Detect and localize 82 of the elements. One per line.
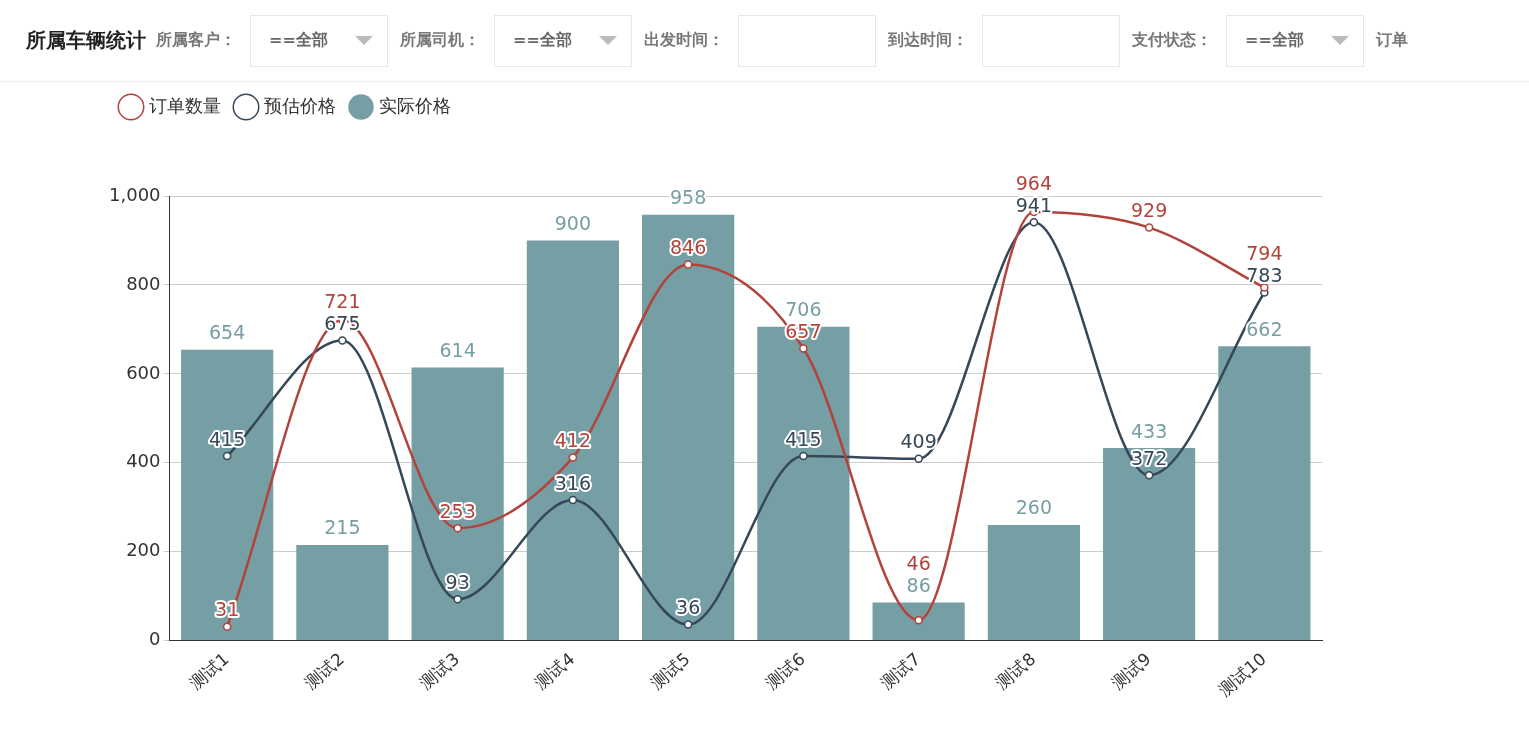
point [683,260,693,269]
x-tick-label: 测试3 [415,648,464,693]
point [568,495,578,505]
x-tick-label: 测试6 [761,648,809,693]
bar [1103,448,1196,641]
y-tick-label: 200 [126,539,161,561]
data-label: 46 [906,551,931,574]
x-tick-label: 测试5 [646,648,694,693]
data-label: 964 [1015,171,1053,194]
point [1029,217,1039,227]
text: 出发时间： [644,30,724,51]
data-label: 215 [324,516,361,539]
point [1144,223,1154,232]
text: 所属客户： [156,30,236,51]
data-label: 253 [439,499,476,522]
point [453,523,462,533]
point [799,451,808,461]
legend-label: 订单数量 [149,94,221,116]
data-label: 614 [439,339,476,362]
bar [411,367,504,641]
legend-label: 实际价格 [379,94,451,116]
bar [987,525,1080,641]
point [453,595,462,604]
data-label: 316 [554,471,592,494]
point [338,336,347,345]
data-label: 783 [1246,263,1283,286]
y-tick-label: 600 [126,361,161,383]
x-tick-label: 测试7 [876,648,925,693]
text: 所属司机： [400,30,480,51]
data-label: 415 [209,427,246,450]
data-label: 900 [554,211,592,234]
point [1260,283,1269,292]
data-label: 958 [670,186,707,209]
data-label: 415 [785,427,822,450]
data-label: 36 [676,596,701,619]
data-label: 372 [1131,446,1168,469]
data-label: 409 [900,430,937,453]
x-tick-label: 测试1 [185,648,233,693]
data-label: 846 [670,235,707,258]
bar [526,240,619,641]
point [683,620,693,629]
point [914,454,923,464]
x-tick-label: 测试4 [531,648,579,693]
point [799,344,808,353]
x-tick-label: 测试8 [992,648,1040,693]
y-tick-label: 400 [126,450,161,472]
text: 到达时间： [888,30,968,51]
data-label: 86 [906,573,931,596]
legend-label: 预估价格 [264,94,336,116]
point [222,622,232,632]
data-label: 706 [785,298,822,321]
x-tick-label: 测试2 [300,648,348,693]
data-label: 929 [1131,199,1168,222]
text: ==全部 [1245,30,1304,51]
text: ==全部 [269,30,328,51]
y-tick-label: 800 [126,272,161,294]
bar [296,545,389,641]
data-label: 941 [1015,193,1053,216]
point [1144,470,1154,480]
bar [872,602,965,641]
bar [757,326,850,641]
bar [642,214,735,641]
text: ==全部 [513,30,572,51]
bar [1218,346,1311,641]
y-tick-label: 1,000 [109,183,161,205]
data-label: 662 [1246,317,1283,340]
x-tick-label: 测试10 [1214,648,1270,700]
point [568,453,578,462]
data-label: 654 [209,321,246,344]
text: 订单 [1376,30,1408,51]
data-label: 721 [324,289,361,312]
chart-title: 所属车辆统计 [26,27,146,54]
data-label: 260 [1015,496,1053,519]
x-tick-label: 测试9 [1107,648,1155,693]
point [222,451,232,461]
data-label: 794 [1246,241,1283,264]
data-label: 93 [445,570,470,593]
bar [181,349,274,641]
data-label: 433 [1131,419,1168,442]
text: 支付状态： [1132,30,1212,51]
point [914,615,923,625]
y-tick-label: 0 [149,628,161,650]
